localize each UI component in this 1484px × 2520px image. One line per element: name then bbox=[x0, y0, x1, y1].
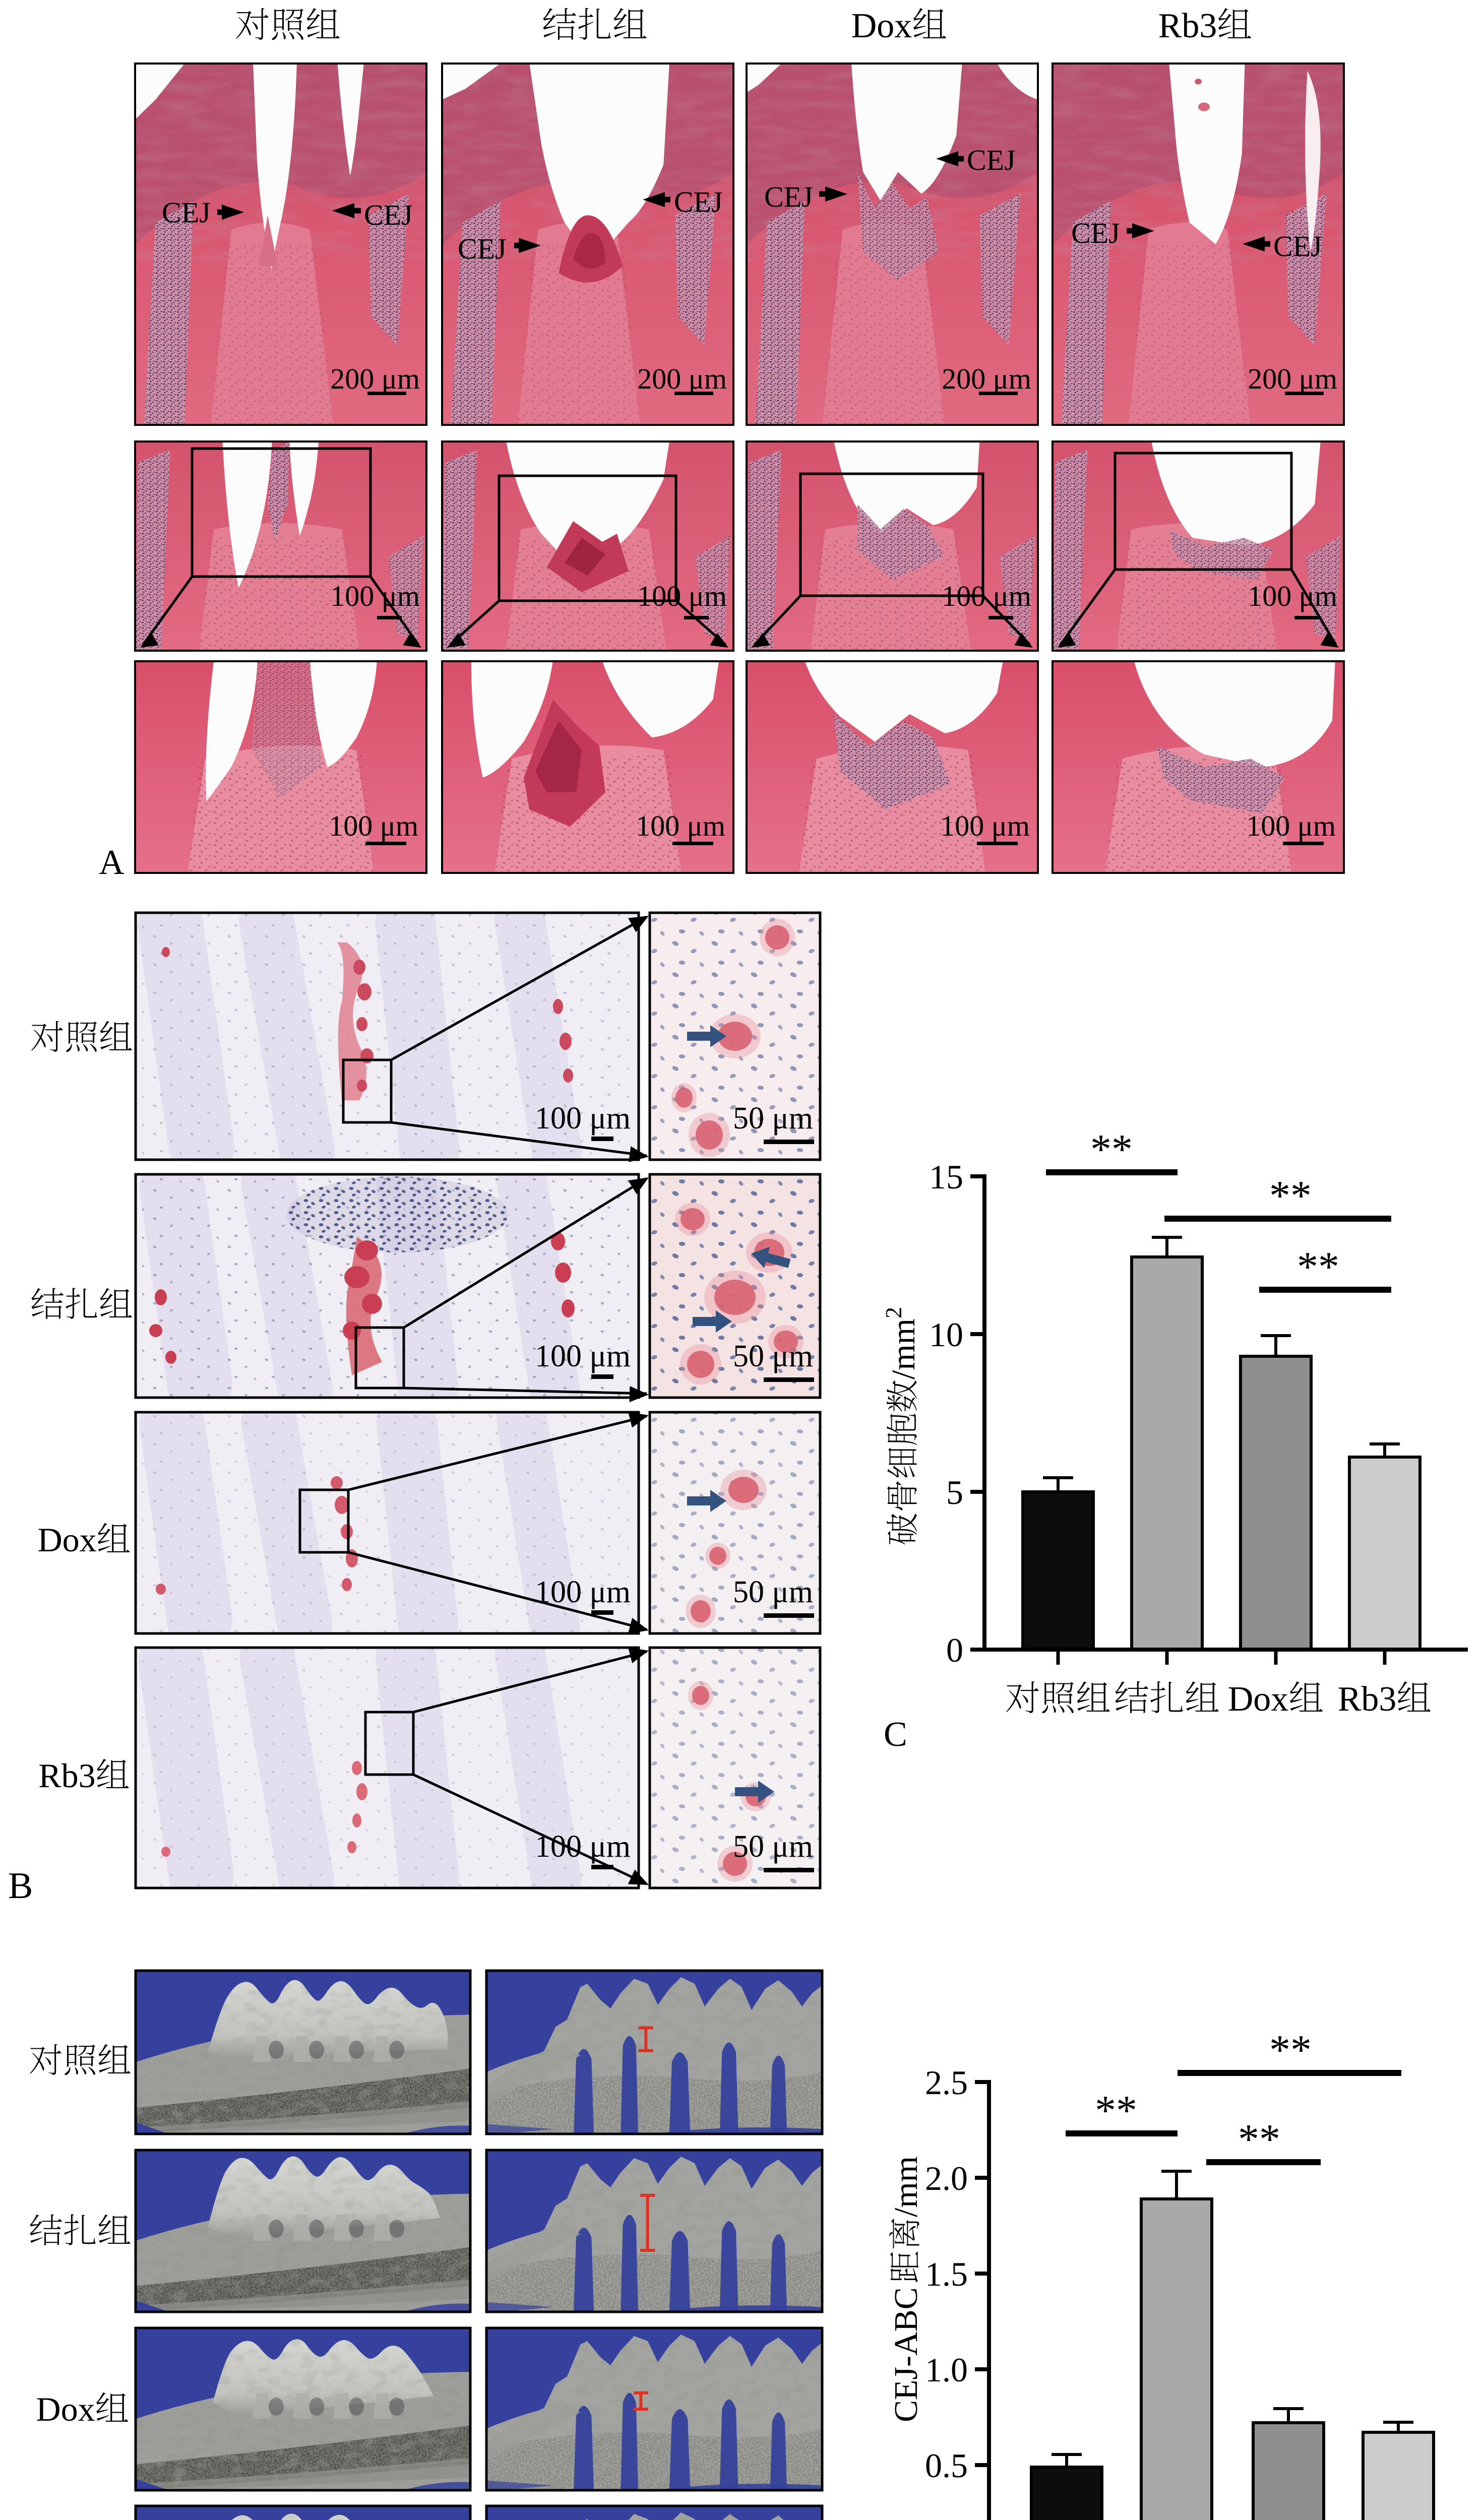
svg-text:100 μm: 100 μm bbox=[329, 809, 418, 842]
svg-text:CEJ: CEJ bbox=[162, 196, 211, 229]
svg-text:**: ** bbox=[1090, 1126, 1133, 1173]
svg-text:2: 2 bbox=[881, 1307, 906, 1318]
svg-text:50 μm: 50 μm bbox=[733, 1575, 813, 1609]
svg-text:100 μm: 100 μm bbox=[535, 1339, 631, 1373]
svg-text:0: 0 bbox=[946, 1631, 963, 1669]
svg-text:**: ** bbox=[1269, 2027, 1312, 2073]
svg-text:/mm: /mm bbox=[888, 2156, 924, 2217]
svg-text:Dox: Dox bbox=[1228, 1680, 1289, 1719]
svg-text:**: ** bbox=[1095, 2087, 1137, 2134]
svg-text:100 μm: 100 μm bbox=[940, 809, 1030, 842]
svg-text:200 μm: 200 μm bbox=[942, 362, 1031, 395]
svg-text:15: 15 bbox=[929, 1158, 963, 1196]
svg-text:100 μm: 100 μm bbox=[535, 1101, 631, 1136]
svg-text:0.5: 0.5 bbox=[925, 2446, 968, 2485]
svg-text:/mm: /mm bbox=[885, 1318, 922, 1379]
svg-text:1.5: 1.5 bbox=[925, 2255, 968, 2293]
svg-text:5: 5 bbox=[946, 1473, 963, 1511]
svg-text:CEJ: CEJ bbox=[458, 232, 507, 265]
svg-text:200 μm: 200 μm bbox=[330, 362, 420, 395]
svg-text:A: A bbox=[99, 843, 125, 882]
svg-text:B: B bbox=[8, 1865, 33, 1907]
svg-text:10: 10 bbox=[929, 1315, 963, 1354]
svg-text:50 μm: 50 μm bbox=[733, 1339, 813, 1373]
svg-text:100 μm: 100 μm bbox=[330, 580, 420, 612]
svg-text:2.0: 2.0 bbox=[925, 2159, 968, 2197]
svg-text:CEJ: CEJ bbox=[364, 199, 413, 231]
svg-text:50 μm: 50 μm bbox=[733, 1830, 813, 1864]
svg-text:C: C bbox=[884, 1715, 907, 1754]
svg-text:100 μm: 100 μm bbox=[637, 580, 727, 612]
svg-text:Dox: Dox bbox=[36, 2390, 95, 2428]
svg-text:100 μm: 100 μm bbox=[1248, 580, 1337, 612]
svg-text:100 μm: 100 μm bbox=[636, 809, 725, 842]
svg-text:CEJ-ABC: CEJ-ABC bbox=[888, 2287, 924, 2422]
svg-text:**: ** bbox=[1297, 1243, 1339, 1290]
svg-text:2.5: 2.5 bbox=[925, 2063, 968, 2102]
svg-text:Rb3: Rb3 bbox=[38, 1756, 95, 1795]
svg-text:**: ** bbox=[1238, 2116, 1280, 2163]
svg-text:Dox: Dox bbox=[38, 1521, 97, 1559]
svg-text:CEJ: CEJ bbox=[764, 180, 813, 213]
svg-text:CEJ: CEJ bbox=[1273, 230, 1322, 263]
svg-text:50 μm: 50 μm bbox=[733, 1101, 813, 1136]
svg-text:100 μm: 100 μm bbox=[535, 1575, 631, 1609]
svg-text:200 μm: 200 μm bbox=[637, 362, 727, 395]
svg-text:CEJ: CEJ bbox=[674, 185, 723, 218]
svg-text:Rb3: Rb3 bbox=[1158, 7, 1217, 45]
svg-text:200 μm: 200 μm bbox=[1248, 362, 1337, 395]
svg-text:CEJ: CEJ bbox=[967, 144, 1016, 176]
svg-text:100 μm: 100 μm bbox=[942, 580, 1031, 612]
svg-text:Rb3: Rb3 bbox=[1338, 1680, 1397, 1719]
svg-text:**: ** bbox=[1269, 1172, 1312, 1219]
svg-text:Dox: Dox bbox=[851, 7, 912, 45]
svg-text:100 μm: 100 μm bbox=[1246, 809, 1336, 842]
svg-text:CEJ: CEJ bbox=[1071, 217, 1120, 249]
svg-text:1.0: 1.0 bbox=[925, 2351, 968, 2389]
svg-text:100 μm: 100 μm bbox=[535, 1830, 631, 1864]
